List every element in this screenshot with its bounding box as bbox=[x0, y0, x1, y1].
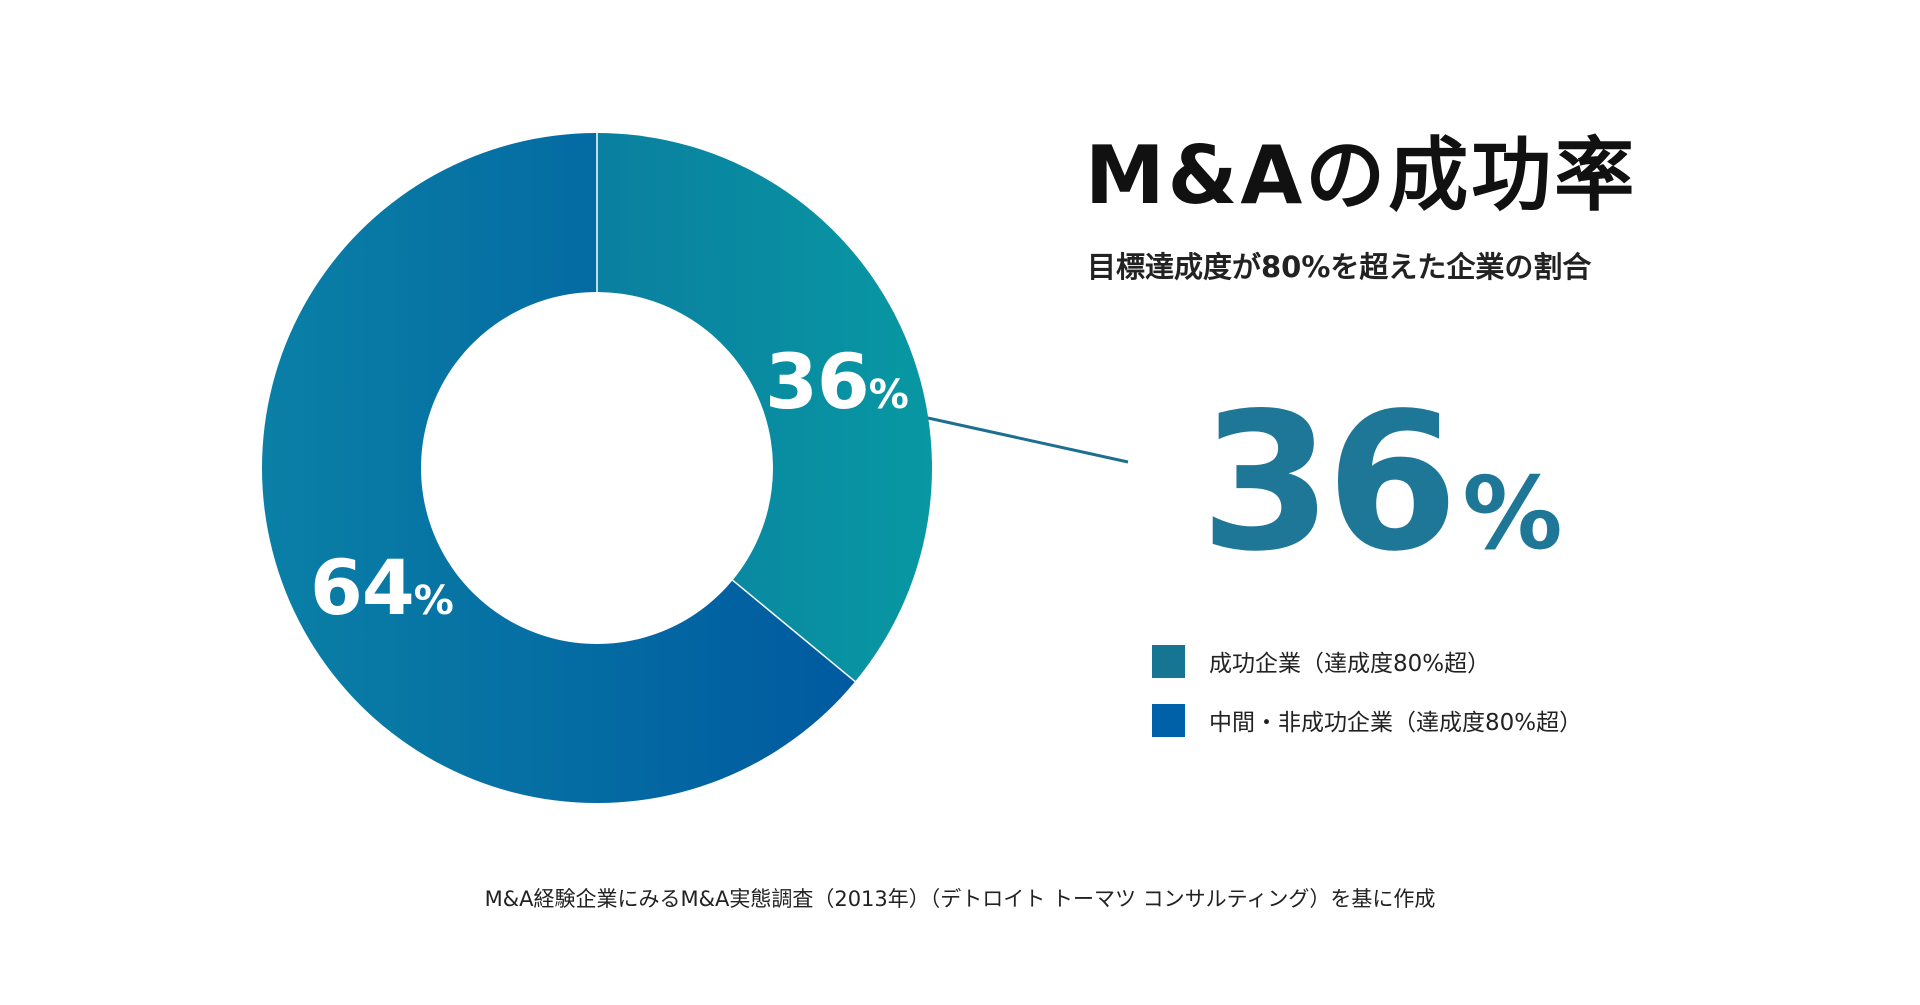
legend: 成功企業（達成度80%超） 中間・非成功企業（達成度80%超） bbox=[1152, 644, 1582, 762]
leader-line bbox=[927, 416, 1129, 464]
legend-item-success: 成功企業（達成度80%超） bbox=[1152, 644, 1582, 678]
data-label-success: 36% bbox=[765, 344, 909, 420]
source-note: M&A経験企業にみるM&A実態調査（2013年）（デトロイト トーマツ コンサル… bbox=[484, 887, 1436, 911]
data-label-success-value: 36 bbox=[765, 337, 870, 426]
data-label-other: 64% bbox=[310, 550, 454, 626]
highlight-number: 36 bbox=[1200, 372, 1458, 593]
data-label-other-value: 64 bbox=[310, 543, 415, 632]
legend-swatch-other bbox=[1152, 703, 1185, 737]
slice-divider bbox=[732, 579, 856, 683]
data-label-other-unit: % bbox=[413, 578, 454, 624]
legend-label-success: 成功企業（達成度80%超） bbox=[1209, 651, 1491, 677]
donut-slice-success bbox=[597, 133, 932, 682]
highlight-value: 36% bbox=[1200, 388, 1563, 578]
legend-item-other: 中間・非成功企業（達成度80%超） bbox=[1152, 703, 1582, 737]
legend-label-other: 中間・非成功企業（達成度80%超） bbox=[1209, 710, 1583, 736]
chart-title: M&Aの成功率 bbox=[1085, 129, 1638, 222]
highlight-unit: % bbox=[1462, 455, 1563, 572]
donut-slice-other bbox=[262, 132, 856, 803]
chart-subtitle: 目標達成度が80%を超えた企業の割合 bbox=[1087, 250, 1592, 284]
legend-swatch-success bbox=[1152, 644, 1185, 678]
data-label-success-unit: % bbox=[868, 372, 909, 418]
